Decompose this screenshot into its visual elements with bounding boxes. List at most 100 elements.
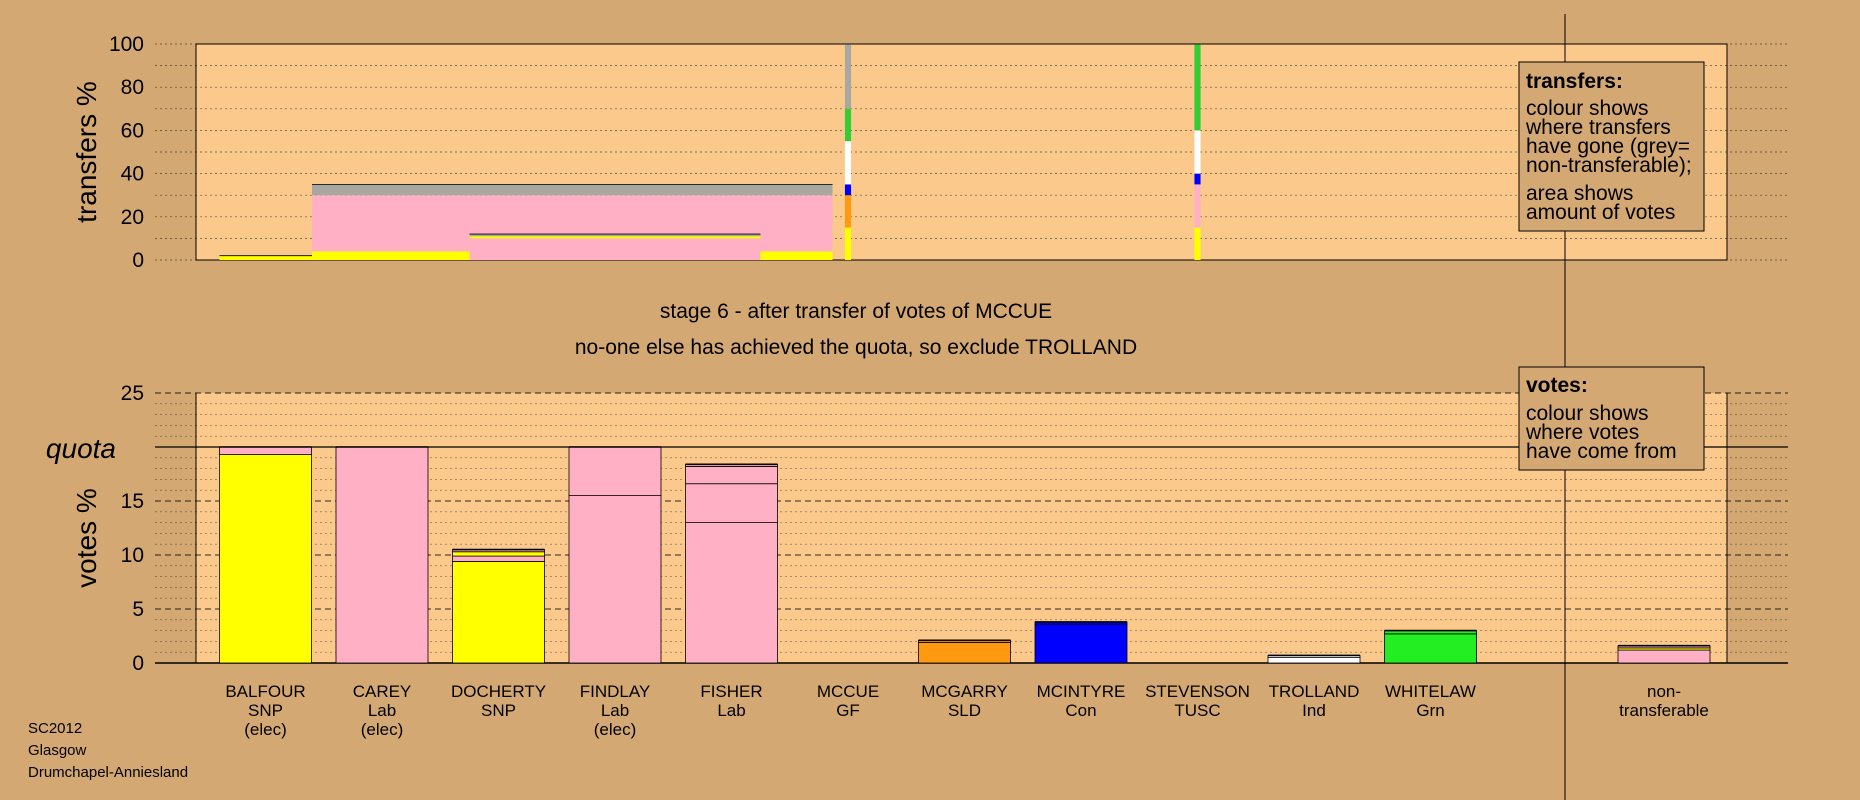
transfers-y-tick-label: 20: [121, 206, 144, 229]
transfers-legend-line: where transfers: [1525, 116, 1671, 139]
candidate-label: DOCHERTY: [451, 682, 546, 701]
transfer-segment: [1194, 184, 1201, 228]
transfers-y-tick-label: 100: [109, 33, 144, 56]
candidate-label: SLD: [948, 701, 981, 720]
vote-segment: [568, 495, 662, 664]
transfer-segment: [1194, 227, 1201, 260]
candidate-label: (elec): [361, 720, 404, 739]
candidate-label: MCCUE: [817, 682, 879, 701]
vote-segment: [1384, 633, 1477, 664]
candidate-label: BALFOUR: [225, 682, 305, 701]
vote-segment: [685, 466, 778, 485]
candidate-label: TUSC: [1174, 701, 1220, 720]
exclusion-description: no-one else has achieved the quota, so e…: [575, 336, 1137, 359]
votes-y-tick-label: 10: [121, 544, 144, 567]
vote-segment: [335, 446, 429, 664]
votes-y-axis-title: votes %: [71, 488, 102, 588]
vote-segment: [568, 446, 662, 496]
votes-legend-title: votes:: [1526, 374, 1588, 397]
transfer-segment: [844, 108, 852, 142]
transfers-legend-line: have gone (grey=: [1526, 135, 1690, 158]
candidate-label: SNP: [248, 701, 283, 720]
candidate-label: MCINTYRE: [1037, 682, 1126, 701]
transfers-y-tick-label: 60: [121, 119, 144, 142]
transfer-segment: [469, 234, 761, 237]
transfer-segment: [469, 238, 761, 260]
transfer-segment: [844, 227, 852, 260]
candidate-label: Lab: [601, 701, 629, 720]
transfers-y-tick-label: 80: [121, 76, 144, 99]
candidate-label: FINDLAY: [580, 682, 651, 701]
candidate-label: transferable: [1619, 701, 1709, 720]
transfers-y-tick-label: 0: [132, 249, 144, 272]
vote-segment: [452, 555, 545, 562]
transfers-legend: transfers: colour shows where transfers …: [1518, 61, 1705, 232]
votes-legend: votes: colour shows where votes have com…: [1518, 366, 1705, 471]
votes-bars: [219, 446, 1711, 664]
transfers-y-tick-label: 40: [121, 163, 144, 186]
vote-segment: [452, 551, 545, 557]
transfer-segment: [844, 141, 852, 185]
candidate-labels: BALFOURSNP(elec)CAREYLab(elec)DOCHERTYSN…: [225, 682, 1709, 739]
votes-legend-line: have come from: [1526, 440, 1677, 463]
votes-legend-line: where votes: [1525, 421, 1639, 444]
transfer-segment: [1194, 44, 1201, 131]
votes-y-tick-label: 5: [132, 598, 144, 621]
candidate-label: Con: [1065, 701, 1096, 720]
transfers-legend-box: [1518, 61, 1705, 232]
candidate-label: MCGARRY: [921, 682, 1008, 701]
transfers-legend-line: non-transferable);: [1526, 154, 1692, 177]
transfer-segment: [844, 184, 852, 196]
transfers-legend-line: amount of votes: [1526, 201, 1675, 224]
votes-legend-box: [1518, 366, 1705, 471]
candidate-label: Ind: [1302, 701, 1326, 720]
transfers-gridlines: [155, 43, 1788, 261]
candidate-label: STEVENSON: [1145, 682, 1250, 701]
votes-y-tick-label: 15: [121, 490, 144, 513]
transfer-segment: [844, 195, 852, 228]
vote-segment: [685, 522, 778, 664]
transfer-segment: [1194, 173, 1201, 185]
transfers-y-axis-title: transfers %: [71, 81, 102, 223]
candidate-label: WHITELAW: [1385, 682, 1476, 701]
vote-segment: [452, 561, 545, 664]
candidate-label: (elec): [244, 720, 287, 739]
votes-y-tick-label: 0: [132, 652, 144, 675]
candidate-label: Lab: [368, 701, 396, 720]
transfers-y-ticks: 0 20 40 60 80 100: [109, 33, 144, 272]
votes-y-tick-label: 25: [121, 382, 144, 405]
quota-label: quota: [46, 433, 116, 464]
footer-council: Glasgow: [28, 742, 87, 759]
vote-segment: [219, 446, 312, 455]
vote-segment: [1267, 657, 1361, 664]
vote-segment: [219, 454, 312, 664]
candidate-label: TROLLAND: [1269, 682, 1360, 701]
candidate-label: non-: [1647, 682, 1681, 701]
transfer-segment: [844, 44, 852, 109]
transfers-panel: 0 20 40 60 80 100 transfers %: [71, 33, 1788, 272]
vote-segment: [1034, 623, 1128, 664]
votes-plot-area: [196, 393, 1727, 663]
transfers-legend-line: area shows: [1526, 182, 1633, 205]
stage-description: stage 6 - after transfer of votes of MCC…: [660, 300, 1052, 323]
footer-election: SC2012: [28, 720, 82, 737]
vote-segment: [1617, 649, 1711, 664]
candidate-label: (elec): [594, 720, 637, 739]
transfer-segment: [469, 236, 761, 239]
footer-ward: Drumchapel-Anniesland: [28, 764, 188, 781]
candidate-label: SNP: [481, 701, 516, 720]
candidate-label: Lab: [717, 701, 745, 720]
candidate-label: CAREY: [353, 682, 412, 701]
candidate-label: GF: [836, 701, 860, 720]
candidate-label: FISHER: [700, 682, 762, 701]
transfer-segment: [1194, 130, 1201, 174]
transfer-segment: [312, 184, 833, 196]
transfers-bars: [219, 43, 1201, 260]
vote-segment: [685, 483, 778, 524]
vote-segment: [918, 642, 1011, 664]
votes-y-ticks: 0 5 10 15 25: [121, 382, 144, 675]
candidate-label: Grn: [1416, 701, 1444, 720]
votes-legend-line: colour shows: [1526, 402, 1649, 425]
